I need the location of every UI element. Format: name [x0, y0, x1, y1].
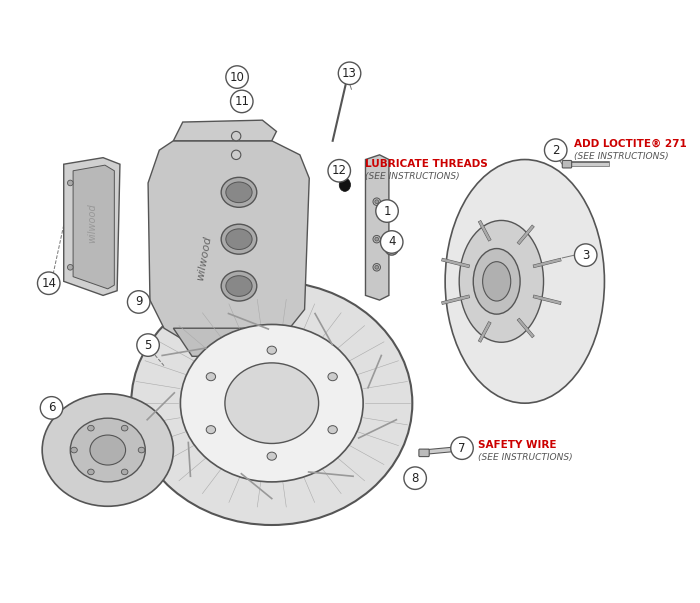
Text: SAFETY WIRE: SAFETY WIRE	[478, 440, 556, 450]
Ellipse shape	[226, 276, 252, 296]
Circle shape	[375, 238, 379, 241]
Polygon shape	[174, 120, 276, 140]
Text: 13: 13	[342, 67, 357, 80]
Text: 4: 4	[388, 236, 395, 248]
Ellipse shape	[267, 452, 276, 460]
Text: (SEE INSTRUCTIONS): (SEE INSTRUCTIONS)	[575, 152, 669, 161]
Ellipse shape	[482, 262, 511, 301]
Ellipse shape	[473, 248, 520, 314]
Ellipse shape	[328, 426, 337, 434]
Ellipse shape	[71, 447, 77, 453]
Ellipse shape	[225, 363, 318, 443]
Circle shape	[373, 198, 381, 206]
Ellipse shape	[267, 346, 276, 354]
Circle shape	[373, 235, 381, 243]
Circle shape	[385, 242, 398, 255]
Ellipse shape	[221, 271, 257, 301]
Text: 10: 10	[230, 71, 244, 84]
Text: 2: 2	[552, 144, 559, 157]
Text: LUBRICATE THREADS: LUBRICATE THREADS	[365, 159, 488, 169]
Circle shape	[575, 244, 597, 267]
Circle shape	[136, 334, 160, 356]
Circle shape	[410, 475, 415, 481]
Text: 8: 8	[412, 472, 419, 485]
Polygon shape	[365, 155, 389, 300]
Text: 3: 3	[582, 248, 589, 262]
Circle shape	[406, 472, 419, 485]
Circle shape	[67, 265, 73, 270]
Text: (SEE INSTRUCTIONS): (SEE INSTRUCTIONS)	[478, 453, 573, 462]
Circle shape	[232, 150, 241, 160]
Ellipse shape	[221, 177, 257, 207]
Text: wilwood: wilwood	[87, 203, 97, 243]
FancyBboxPatch shape	[419, 449, 429, 456]
Ellipse shape	[121, 425, 128, 431]
Circle shape	[375, 265, 379, 269]
Circle shape	[328, 160, 351, 182]
Circle shape	[38, 272, 60, 294]
Text: 12: 12	[332, 164, 346, 177]
Polygon shape	[64, 157, 120, 295]
Ellipse shape	[138, 447, 145, 453]
Text: 5: 5	[144, 338, 152, 352]
Ellipse shape	[206, 426, 216, 434]
Text: 11: 11	[234, 95, 249, 108]
Text: 6: 6	[48, 402, 55, 414]
Ellipse shape	[340, 178, 351, 191]
Circle shape	[373, 264, 381, 271]
Text: (SEE INSTRUCTIONS): (SEE INSTRUCTIONS)	[365, 172, 460, 181]
Text: 1: 1	[384, 204, 391, 218]
Circle shape	[67, 180, 73, 186]
Circle shape	[230, 90, 253, 113]
Circle shape	[375, 200, 379, 204]
Circle shape	[389, 246, 395, 251]
Circle shape	[545, 139, 567, 162]
Circle shape	[381, 231, 403, 253]
Polygon shape	[73, 165, 114, 289]
Ellipse shape	[181, 324, 363, 482]
Circle shape	[404, 467, 426, 490]
Text: 7: 7	[458, 441, 466, 455]
Circle shape	[127, 291, 150, 313]
Ellipse shape	[206, 373, 216, 380]
Ellipse shape	[328, 373, 337, 380]
Ellipse shape	[445, 160, 604, 403]
Circle shape	[226, 66, 248, 88]
Text: ADD LOCTITE® 271: ADD LOCTITE® 271	[575, 139, 687, 148]
Circle shape	[376, 200, 398, 223]
Ellipse shape	[226, 182, 252, 203]
Circle shape	[451, 437, 473, 459]
Circle shape	[338, 62, 360, 84]
Ellipse shape	[131, 282, 412, 525]
Polygon shape	[148, 140, 309, 343]
Ellipse shape	[88, 425, 94, 431]
FancyBboxPatch shape	[562, 160, 572, 168]
Ellipse shape	[70, 418, 146, 482]
Text: 14: 14	[41, 277, 56, 289]
Circle shape	[232, 131, 241, 140]
Ellipse shape	[88, 469, 94, 475]
Ellipse shape	[221, 224, 257, 254]
Ellipse shape	[121, 469, 128, 475]
Text: wilwood: wilwood	[195, 235, 213, 281]
Ellipse shape	[226, 229, 252, 250]
Ellipse shape	[42, 394, 174, 507]
Ellipse shape	[459, 221, 543, 343]
Text: 9: 9	[135, 295, 142, 309]
Ellipse shape	[90, 435, 125, 465]
Circle shape	[41, 397, 63, 419]
Polygon shape	[174, 328, 267, 356]
